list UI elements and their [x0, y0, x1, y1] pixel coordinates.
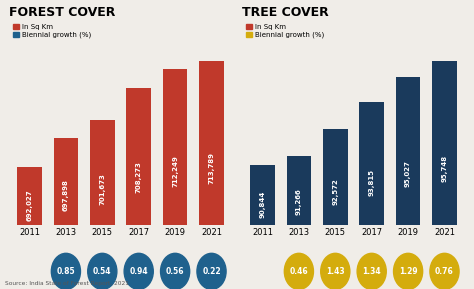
- Bar: [286, 156, 311, 225]
- Ellipse shape: [88, 253, 117, 289]
- Text: 0.94: 0.94: [129, 267, 148, 276]
- Ellipse shape: [357, 253, 386, 289]
- Bar: [359, 102, 384, 225]
- Bar: [90, 120, 115, 225]
- Text: FOREST COVER: FOREST COVER: [9, 6, 116, 19]
- Bar: [163, 69, 188, 225]
- Text: 0.56: 0.56: [166, 267, 184, 276]
- Text: 95,027: 95,027: [405, 160, 411, 187]
- Bar: [127, 88, 151, 225]
- Text: TREE COVER: TREE COVER: [243, 6, 329, 19]
- Text: 0.76: 0.76: [435, 267, 454, 276]
- Bar: [17, 167, 42, 225]
- Ellipse shape: [284, 253, 313, 289]
- Bar: [323, 129, 347, 225]
- Legend: In Sq Km, Biennial growth (%): In Sq Km, Biennial growth (%): [246, 24, 324, 38]
- Text: 0.85: 0.85: [56, 267, 75, 276]
- Ellipse shape: [393, 253, 423, 289]
- Ellipse shape: [430, 253, 459, 289]
- Text: 1.29: 1.29: [399, 267, 418, 276]
- Text: 713,789: 713,789: [209, 152, 215, 184]
- Text: 91,266: 91,266: [296, 188, 302, 214]
- Text: 0.54: 0.54: [93, 267, 111, 276]
- Text: 0.46: 0.46: [290, 267, 308, 276]
- Bar: [432, 61, 457, 225]
- Ellipse shape: [161, 253, 190, 289]
- Text: Source: India State of Forest Report, 2021: Source: India State of Forest Report, 20…: [5, 281, 128, 286]
- Text: 1.34: 1.34: [363, 267, 381, 276]
- Text: 692,027: 692,027: [27, 189, 33, 221]
- Text: 92,572: 92,572: [332, 178, 338, 205]
- Text: 712,249: 712,249: [172, 155, 178, 186]
- Text: 701,673: 701,673: [100, 173, 105, 205]
- Legend: In Sq Km, Biennial growth (%): In Sq Km, Biennial growth (%): [13, 24, 91, 38]
- Text: 708,273: 708,273: [136, 162, 142, 193]
- Ellipse shape: [51, 253, 81, 289]
- Text: 1.43: 1.43: [326, 267, 345, 276]
- Ellipse shape: [124, 253, 153, 289]
- Text: 95,748: 95,748: [441, 154, 447, 181]
- Ellipse shape: [321, 253, 350, 289]
- Text: 93,815: 93,815: [369, 169, 374, 196]
- Text: 90,844: 90,844: [259, 191, 265, 218]
- Text: 697,898: 697,898: [63, 179, 69, 211]
- Ellipse shape: [197, 253, 226, 289]
- Bar: [199, 61, 224, 225]
- Bar: [250, 165, 275, 225]
- Bar: [54, 138, 78, 225]
- Text: 0.22: 0.22: [202, 267, 221, 276]
- Bar: [396, 77, 420, 225]
